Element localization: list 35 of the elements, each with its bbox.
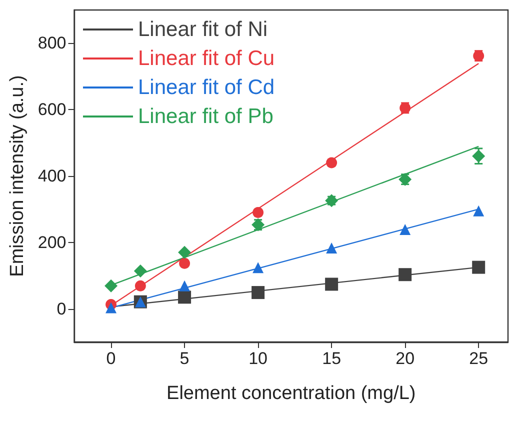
y-tick-label: 200 <box>38 232 66 252</box>
point <box>326 242 338 254</box>
legend-label: Linear fit of Ni <box>138 18 268 41</box>
x-tick-label: 10 <box>248 349 268 368</box>
point <box>106 302 117 314</box>
point <box>400 224 411 235</box>
point <box>252 207 264 218</box>
point <box>472 260 486 274</box>
y-tick-label: 400 <box>38 166 66 186</box>
point <box>326 157 338 168</box>
x-tick-label: 0 <box>106 349 116 368</box>
point <box>104 279 118 292</box>
point <box>398 268 412 282</box>
x-tick-label: 15 <box>322 349 342 368</box>
point <box>134 280 146 292</box>
legend-label: Linear fit of Cd <box>138 76 275 99</box>
point <box>178 290 192 304</box>
point <box>325 278 338 291</box>
y-tick-label: 600 <box>38 100 66 120</box>
x-axis-title: Element concentration (mg/L) <box>166 383 416 404</box>
y-tick-label: 800 <box>38 34 66 53</box>
x-tick-label: 5 <box>180 349 190 368</box>
point <box>179 258 190 269</box>
point <box>252 262 264 274</box>
legend-label: Linear fit of Pb <box>138 105 274 128</box>
legend-label: Linear fit of Cu <box>138 47 275 70</box>
point <box>178 246 192 259</box>
point <box>179 280 190 292</box>
point <box>252 286 265 300</box>
point <box>473 205 484 216</box>
y-axis-title: Emission intensity (a.u.) <box>7 75 28 277</box>
y-tick-label: 0 <box>56 299 66 318</box>
x-tick-label: 25 <box>469 349 488 368</box>
point <box>134 264 147 278</box>
x-tick-label: 20 <box>396 349 415 368</box>
